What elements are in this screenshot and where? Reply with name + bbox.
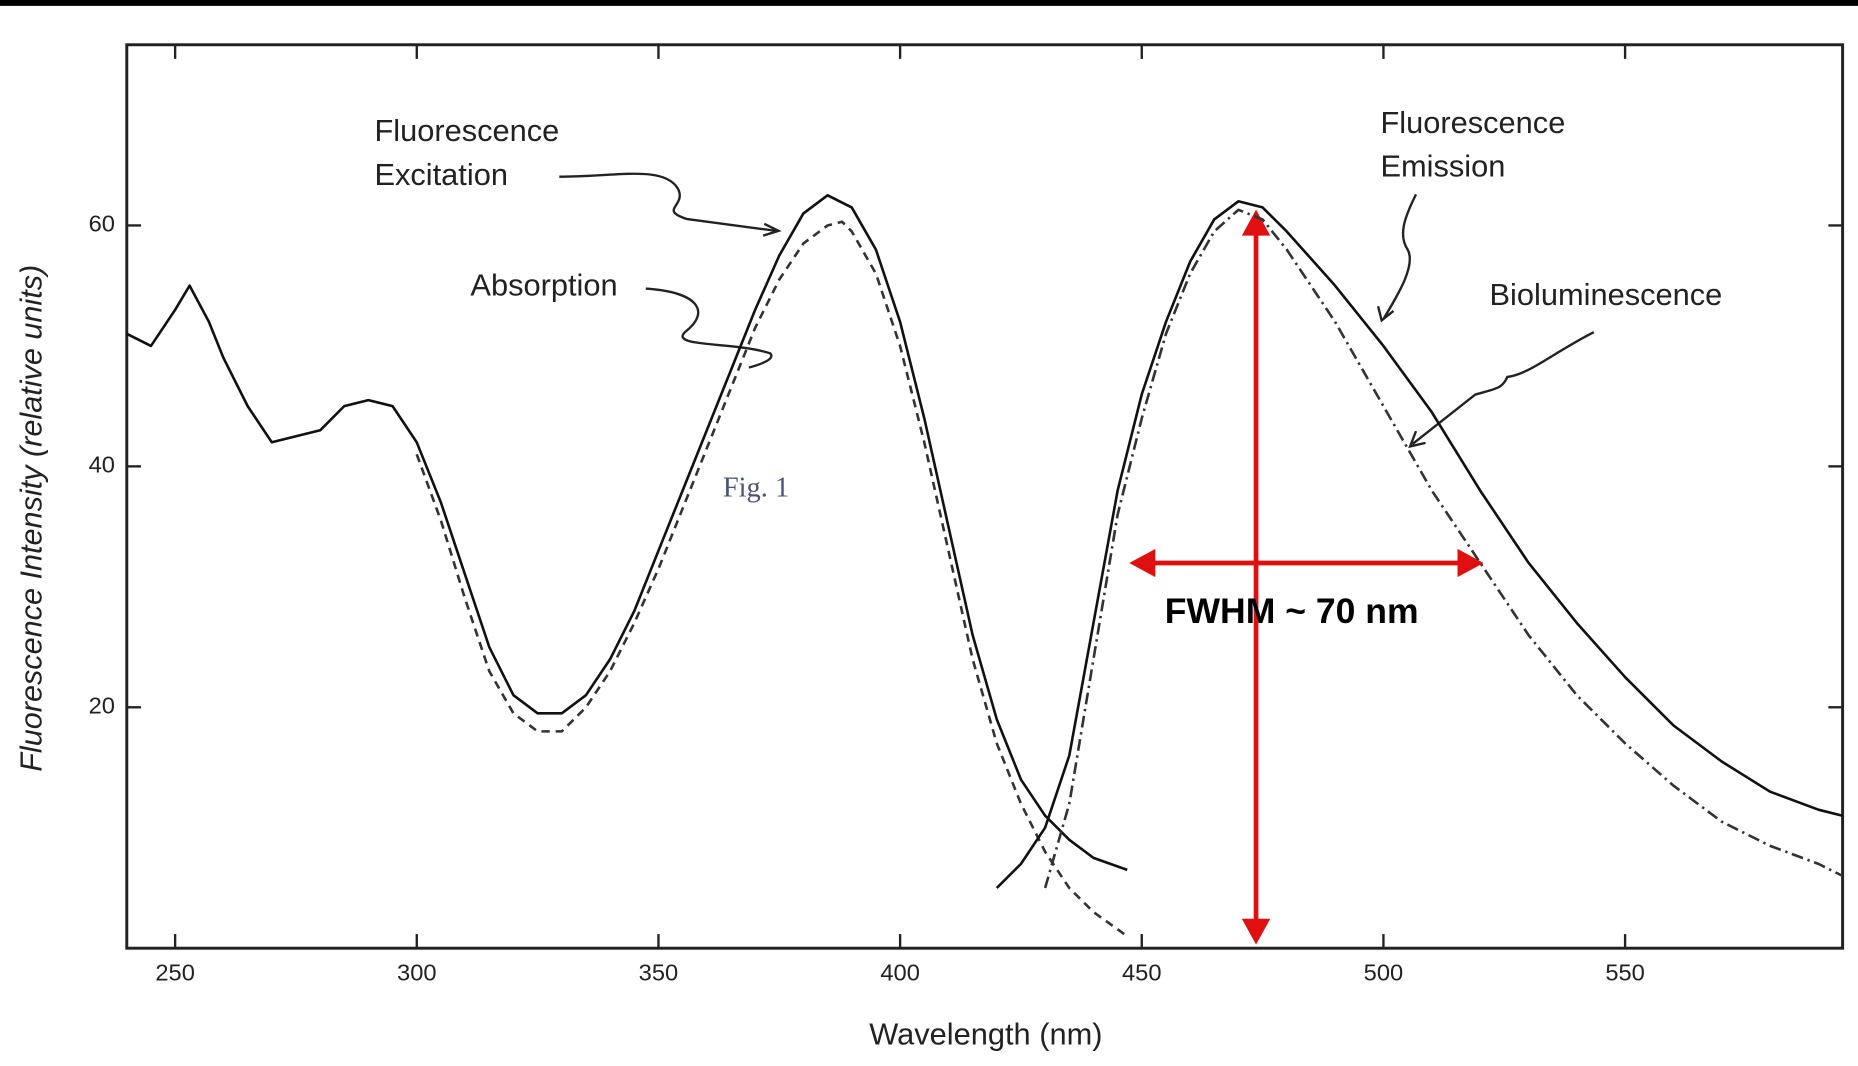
annotation: Fig. 1 xyxy=(723,473,789,504)
x-tick-label: 250 xyxy=(155,960,195,986)
annotation: Bioluminescence xyxy=(1489,277,1722,312)
series-line xyxy=(415,220,1129,938)
arrow-head xyxy=(1457,548,1484,578)
x-tick-label: 500 xyxy=(1364,960,1404,986)
arrow-head xyxy=(1129,548,1156,578)
y-tick-label: 20 xyxy=(89,694,115,720)
callout-arrow xyxy=(1383,193,1418,319)
x-axis-title: Wavelength (nm) xyxy=(869,1017,1102,1052)
annotation: Emission xyxy=(1380,149,1505,184)
plot-frame xyxy=(125,43,1845,950)
callout-arrow xyxy=(559,172,777,233)
y-tick-label: 60 xyxy=(89,212,115,238)
x-tick-label: 300 xyxy=(397,960,437,986)
annotation: Fluorescence xyxy=(374,113,559,148)
arrow-head xyxy=(1241,918,1271,945)
x-tick-label: 400 xyxy=(880,960,920,986)
annotation: FWHM ~ 70 nm xyxy=(1165,591,1419,631)
callout-arrow xyxy=(1411,331,1595,445)
arrow-head xyxy=(1408,430,1426,449)
y-axis-title: Fluorescence Intensity (relative units) xyxy=(13,265,48,772)
series-line xyxy=(1043,208,1844,889)
annotation: Fluorescence xyxy=(1380,105,1565,140)
callouts xyxy=(559,172,1595,449)
callout-arrow xyxy=(645,287,773,369)
series-line xyxy=(995,200,1843,889)
fwhm-markers xyxy=(1129,209,1484,945)
top-bar xyxy=(0,0,1858,6)
x-tick-label: 450 xyxy=(1122,960,1162,986)
arrow-head xyxy=(1376,305,1395,323)
y-tick-label: 40 xyxy=(89,453,115,479)
x-tick-label: 350 xyxy=(639,960,679,986)
arrow-head xyxy=(762,222,782,237)
annotation: Excitation xyxy=(374,157,508,192)
series-line xyxy=(126,194,1128,872)
arrow-head xyxy=(1241,209,1271,236)
x-tick-label: 550 xyxy=(1605,960,1645,986)
annotation: Absorption xyxy=(470,268,617,303)
